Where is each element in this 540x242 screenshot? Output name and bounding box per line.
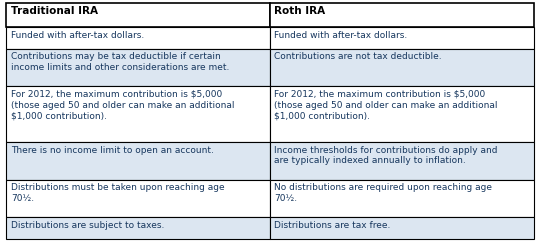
Bar xyxy=(270,3,534,27)
Text: Roth IRA: Roth IRA xyxy=(274,6,326,16)
Bar xyxy=(6,49,270,86)
Text: Income thresholds for contributions do apply and
are typically indexed annually : Income thresholds for contributions do a… xyxy=(274,146,498,165)
Text: Contributions are not tax deductible.: Contributions are not tax deductible. xyxy=(274,52,442,61)
Text: Distributions are subject to taxes.: Distributions are subject to taxes. xyxy=(11,221,164,230)
Text: No distributions are required upon reaching age
70½.: No distributions are required upon reach… xyxy=(274,183,492,203)
Text: For 2012, the maximum contribution is $5,000
(those aged 50 and older can make a: For 2012, the maximum contribution is $5… xyxy=(274,90,498,120)
Text: Distributions must be taken upon reaching age
70½.: Distributions must be taken upon reachin… xyxy=(11,183,225,203)
Bar xyxy=(270,49,534,86)
Bar xyxy=(6,27,270,49)
Text: For 2012, the maximum contribution is $5,000
(those aged 50 and older can make a: For 2012, the maximum contribution is $5… xyxy=(11,90,234,120)
Bar xyxy=(270,180,534,217)
Text: There is no income limit to open an account.: There is no income limit to open an acco… xyxy=(11,146,214,155)
Bar xyxy=(270,86,534,142)
Bar xyxy=(6,217,270,239)
Bar xyxy=(6,180,270,217)
Text: Funded with after-tax dollars.: Funded with after-tax dollars. xyxy=(11,30,144,39)
Text: Funded with after-tax dollars.: Funded with after-tax dollars. xyxy=(274,30,408,39)
Bar xyxy=(270,217,534,239)
Bar xyxy=(270,142,534,180)
Bar xyxy=(6,3,270,27)
Text: Traditional IRA: Traditional IRA xyxy=(11,6,98,16)
Bar xyxy=(6,142,270,180)
Text: Contributions may be tax deductible if certain
income limits and other considera: Contributions may be tax deductible if c… xyxy=(11,52,229,72)
Bar xyxy=(270,27,534,49)
Bar xyxy=(6,86,270,142)
Text: Distributions are tax free.: Distributions are tax free. xyxy=(274,221,391,230)
